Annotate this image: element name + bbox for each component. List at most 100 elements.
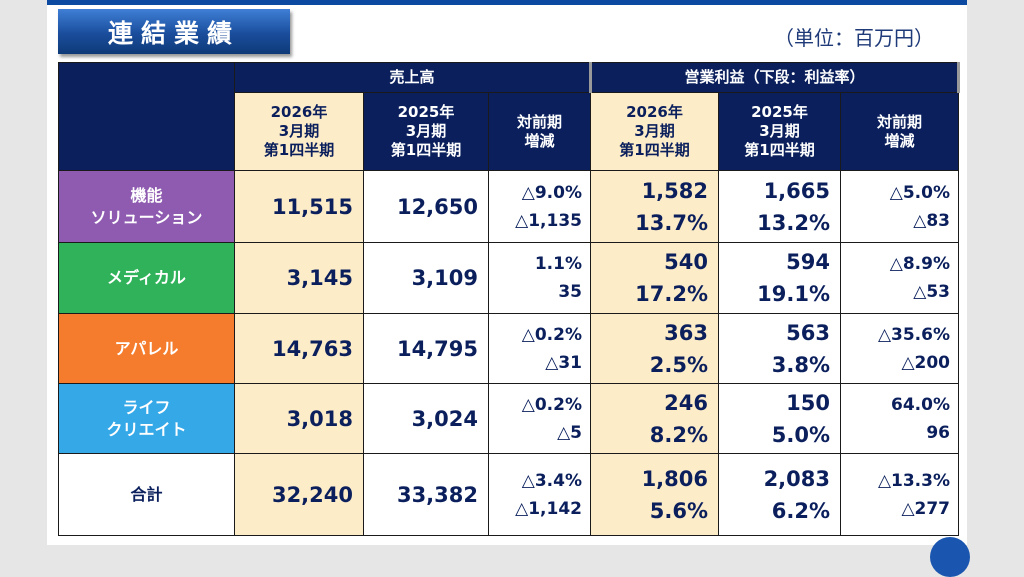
sales-change: △0.2% △31 (488, 313, 591, 384)
slide-title: 連結業績 (58, 9, 290, 54)
line: △5.0% (889, 182, 950, 203)
op-2026: 363 2.5% (590, 313, 719, 384)
column-header: 2025年 3月期 第1四半期 (363, 92, 489, 171)
line: ソリューション (90, 207, 203, 227)
line: 3.8% (771, 352, 830, 377)
line: 第1四半期 (744, 141, 815, 159)
op-change: △5.0% △83 (840, 170, 959, 243)
op-change: △35.6% △200 (840, 313, 959, 384)
op-2025: 563 3.8% (718, 313, 841, 384)
op-2026: 540 17.2% (590, 242, 719, 314)
line: 第1四半期 (263, 141, 335, 159)
line: 1,582 (641, 178, 708, 203)
op-change: △13.3% △277 (840, 453, 959, 536)
line: 17.2% (635, 282, 708, 306)
op-header: 営業利益（下段：利益率） (590, 62, 960, 93)
line: 6.2% (771, 498, 830, 523)
op-2026: 246 8.2% (590, 383, 719, 454)
line: 1.1% (534, 254, 582, 274)
segment-label: 合計 (58, 453, 235, 536)
line: 第1四半期 (390, 141, 462, 159)
segment-label: アパレル (58, 313, 235, 384)
line: 5.0% (771, 422, 830, 447)
segment-label: メディカル (58, 242, 235, 314)
column-header: 対前期 増減 (488, 92, 591, 171)
line: △0.2% (521, 394, 582, 415)
line: 246 (664, 390, 708, 415)
line: 増減 (884, 131, 915, 150)
sales-2025: 3,109 (363, 242, 489, 314)
line: △13.3% (877, 470, 950, 491)
table-row: メディカル 3,145 3,109 1.1% 35 540 17.2% 594 19.1% △8.… (58, 242, 959, 314)
line: 2025年 (751, 103, 808, 121)
sales-2026: 32,240 (234, 453, 364, 536)
line: ライフ (122, 397, 171, 417)
line: 機能 (130, 185, 163, 205)
line: 3月期 (759, 122, 800, 140)
line: 8.2% (649, 422, 708, 447)
line: △3.4% (521, 470, 582, 491)
line: 3月期 (405, 122, 447, 140)
line: 2025年 (397, 103, 455, 121)
line: アパレル (114, 338, 179, 358)
op-2026: 1,582 13.7% (590, 170, 719, 243)
line: △8.9% (889, 254, 950, 274)
sales-change: 1.1% 35 (488, 242, 591, 314)
segment-label: 機能 ソリューション (58, 170, 235, 243)
line: △31 (545, 352, 582, 373)
line: 96 (926, 422, 950, 443)
sales-change: △0.2% △5 (488, 383, 591, 454)
line: 13.2% (757, 210, 830, 235)
line: 540 (664, 250, 708, 274)
logo-circle (930, 537, 970, 577)
table-row: 合計 32,240 33,382 △3.4% △1,142 1,806 5.6% 2,083 6… (58, 453, 959, 536)
line: 363 (664, 320, 708, 345)
op-2025: 2,083 6.2% (718, 453, 841, 536)
line: 2.5% (649, 352, 708, 377)
line: 563 (786, 320, 830, 345)
line: 合計 (130, 484, 163, 504)
column-header: 2025年 3月期 第1四半期 (718, 92, 841, 171)
sales-2026: 14,763 (234, 313, 364, 384)
column-header: 2026年 3月期 第1四半期 (234, 92, 364, 171)
line: △5 (557, 422, 582, 443)
corner-cell (58, 62, 235, 171)
line: 1,806 (641, 466, 708, 491)
line: 150 (786, 390, 830, 415)
line: 1,665 (763, 178, 830, 203)
line: 35 (558, 282, 582, 302)
line: 64.0% (891, 394, 950, 415)
line: △1,142 (515, 498, 582, 519)
line: 対前期 (876, 112, 922, 131)
line: 19.1% (757, 282, 830, 306)
op-2026: 1,806 5.6% (590, 453, 719, 536)
results-table: 売上高 営業利益（下段：利益率） 2026年 3月期 第1四半期 2025年 3月期 第1… (58, 62, 960, 536)
sales-2025: 14,795 (363, 313, 489, 384)
op-2025: 1,665 13.2% (718, 170, 841, 243)
table-row: ライフ クリエイト 3,018 3,024 △0.2% △5 246 8.2% 150 5.0% 6… (58, 383, 959, 454)
line: △53 (913, 282, 950, 302)
line: メディカル (107, 268, 186, 287)
line: △83 (913, 210, 950, 231)
column-header: 2026年 3月期 第1四半期 (590, 92, 719, 171)
line: 2026年 (270, 103, 328, 121)
line: 3月期 (278, 122, 320, 140)
op-2025: 594 19.1% (718, 242, 841, 314)
line: 対前期 (516, 112, 562, 131)
line: クリエイト (106, 419, 187, 439)
line: 2026年 (626, 103, 683, 121)
line: △0.2% (521, 324, 582, 345)
sales-2026: 11,515 (234, 170, 364, 243)
line: 2,083 (763, 466, 830, 491)
sales-2025: 12,650 (363, 170, 489, 243)
sales-2025: 3,024 (363, 383, 489, 454)
table-row: アパレル 14,763 14,795 △0.2% △31 363 2.5% 563 3.8% △3… (58, 313, 959, 384)
sales-2026: 3,145 (234, 242, 364, 314)
segment-label: ライフ クリエイト (58, 383, 235, 454)
line: △277 (901, 498, 950, 519)
sales-header: 売上高 (234, 62, 592, 93)
line: △35.6% (877, 324, 950, 345)
sales-change: △3.4% △1,142 (488, 453, 591, 536)
line: △200 (901, 352, 950, 373)
unit-label: （単位：百万円） (774, 26, 934, 50)
